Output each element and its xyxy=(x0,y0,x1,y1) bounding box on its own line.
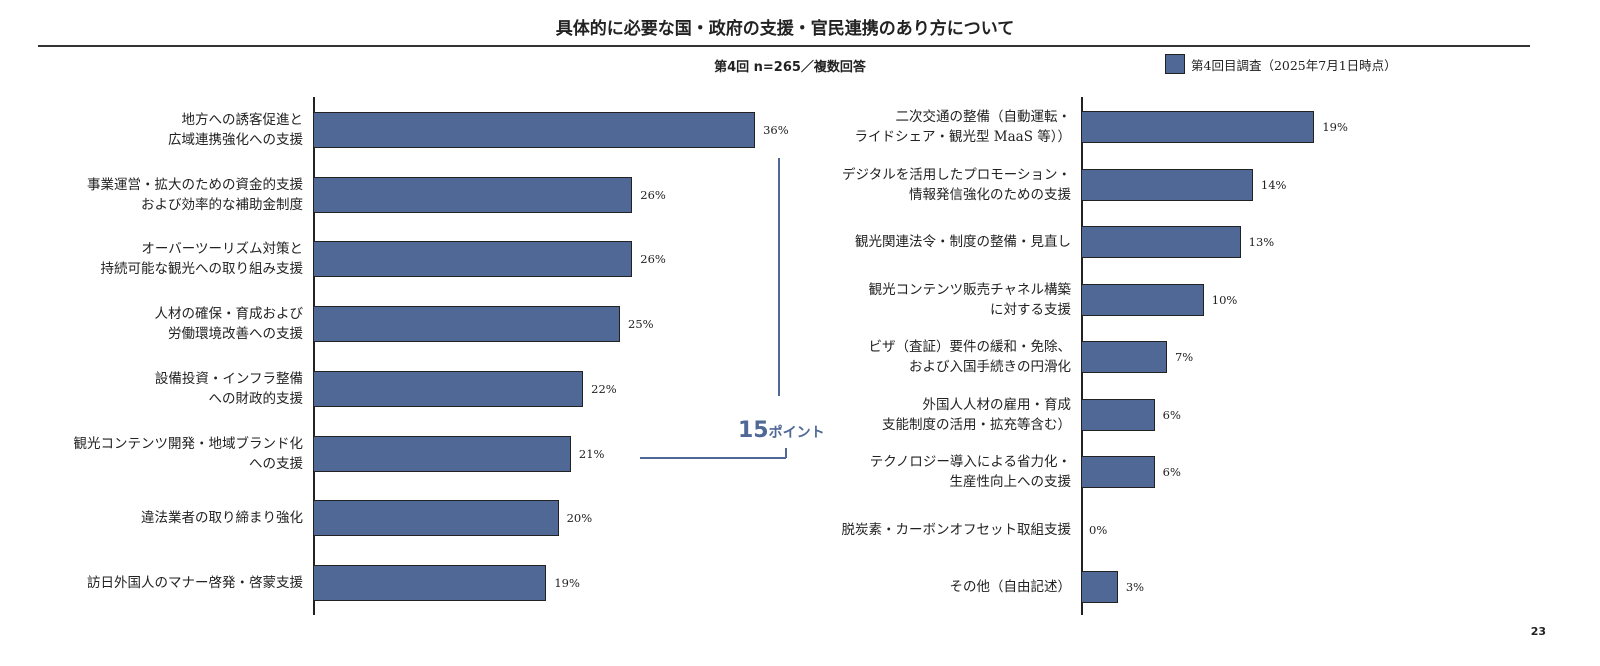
page-title: 具体的に必要な国・政府の支援・官民連携のあり方について xyxy=(555,19,1015,39)
bar xyxy=(1081,168,1253,201)
difference-annotation: 15ポイント xyxy=(738,418,825,443)
difference-unit: ポイント xyxy=(768,425,825,441)
category-label: 観光コンテンツ開発・地域ブランド化 への支援 xyxy=(73,435,304,472)
category-label: 観光コンテンツ販売チャネル構築 に対する支援 xyxy=(868,281,1071,318)
category-label: 事業運営・拡大のための資金的支援 および効率的な補助金制度 xyxy=(87,176,303,213)
data-label: 0% xyxy=(1089,522,1108,537)
data-label: 13% xyxy=(1248,235,1275,249)
data-label: 14% xyxy=(1260,177,1287,192)
bar xyxy=(313,500,559,537)
category-label: 二次交通の整備（自動運転・ ライドシェア・観光型 MaaS 等）） xyxy=(854,109,1071,145)
page-number: 23 xyxy=(1530,625,1546,638)
data-label: 36% xyxy=(763,123,789,137)
category-label: 外国人人材の雇用・育成 支能制度の活用・拡充等含む） xyxy=(882,396,1071,433)
difference-value: 15 xyxy=(738,418,769,443)
data-label: 19% xyxy=(1322,120,1348,134)
bar xyxy=(1081,283,1204,316)
category-label: テクノロジー導入による省力化・ 生産性向上への支援 xyxy=(869,454,1071,490)
category-axis xyxy=(313,97,315,615)
category-label: オーバーツーリズム対策と 持続可能な観光への取り組み支援 xyxy=(100,241,304,278)
category-label: 地方への誘客促進と 広域連携強化への支援 xyxy=(168,112,303,148)
legend-label: 第4回目調査（2025年7月1日時点） xyxy=(1191,57,1397,73)
data-label: 6% xyxy=(1162,465,1181,479)
data-label: 26% xyxy=(640,252,666,267)
data-label: 6% xyxy=(1162,407,1181,422)
category-label: ビザ（査証）要件の緩和・免除、 および入国手続きの円滑化 xyxy=(868,339,1072,375)
bar xyxy=(313,241,633,278)
bar xyxy=(313,112,756,148)
title-rule xyxy=(38,45,1530,47)
bar xyxy=(313,306,620,343)
data-label: 20% xyxy=(566,511,593,526)
data-label: 25% xyxy=(628,317,654,332)
data-label: 7% xyxy=(1174,350,1194,364)
bar xyxy=(1081,111,1315,143)
category-label: 設備投資・インフラ整備 への財政的支援 xyxy=(154,370,303,407)
legend-swatch xyxy=(1165,54,1185,74)
bar xyxy=(313,435,571,472)
data-label: 22% xyxy=(591,381,617,396)
bar xyxy=(1081,456,1155,488)
bar xyxy=(313,564,547,601)
bar xyxy=(313,176,633,213)
data-label: 21% xyxy=(578,446,605,461)
category-label: 違法業者の取り締まり強化 xyxy=(141,510,303,527)
category-label: デジタルを活用したプロモーション・ 情報発信強化のための支援 xyxy=(842,166,1071,203)
category-label: 訪日外国人のマナー啓発・啓蒙支援 xyxy=(87,574,303,591)
bar xyxy=(1081,398,1155,431)
data-label: 10% xyxy=(1211,292,1238,307)
data-label: 26% xyxy=(640,187,666,202)
category-label: 人材の確保・育成および 労働環境改善への支援 xyxy=(154,306,304,343)
bar xyxy=(1081,341,1167,373)
bar xyxy=(1081,571,1118,603)
data-label: 19% xyxy=(554,575,580,590)
bar xyxy=(1081,226,1241,258)
legend: 第4回目調査（2025年7月1日時点） xyxy=(1165,54,1397,74)
bar xyxy=(313,370,584,407)
category-label: 脱炭素・カーボンオフセット取組支援 xyxy=(841,521,1072,538)
category-label: その他（自由記述） xyxy=(949,579,1072,595)
category-label: 観光関連法令・制度の整備・見直し xyxy=(855,234,1071,250)
sample-note: 第4回 n=265／複数回答 xyxy=(714,60,866,75)
data-label: 3% xyxy=(1125,580,1145,594)
